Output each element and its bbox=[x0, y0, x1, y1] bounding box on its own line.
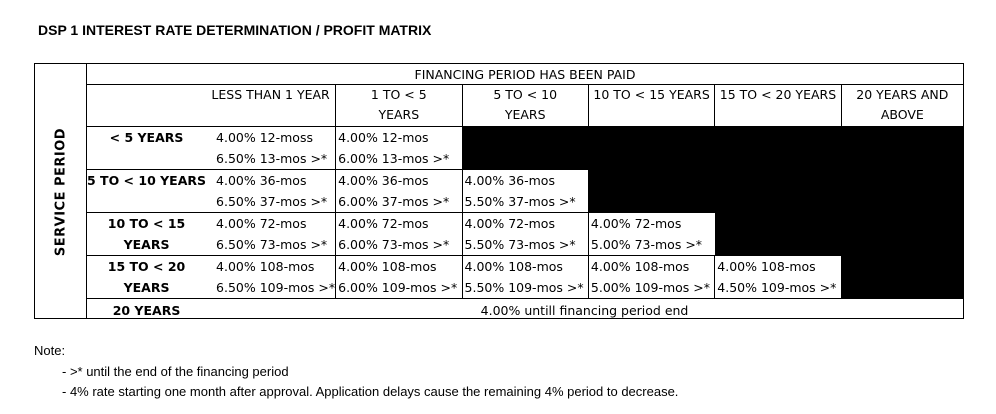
column-header: 5 TO < 10 YEARS bbox=[461, 84, 589, 127]
note-heading: Note: bbox=[34, 343, 66, 358]
service-period-label: SERVICE PERIOD bbox=[53, 127, 69, 257]
column-header: 10 TO < 15 YEARS bbox=[587, 84, 715, 127]
rate-cell: 4.00% 12-moss 6.50% 13-mos >* bbox=[206, 126, 336, 170]
rate-cell: 4.00% 72-mos 6.50% 73-mos >* bbox=[206, 212, 336, 256]
blacked-out-cell bbox=[841, 255, 963, 299]
rate-cell: 4.00% 36-mos 6.50% 37-mos >* bbox=[206, 169, 336, 213]
blacked-out-cell bbox=[714, 212, 963, 256]
corner-cell bbox=[87, 84, 207, 127]
rate-cell: 4.00% 108-mos 4.50% 109-mos >* bbox=[714, 255, 842, 299]
table-row: 5 TO < 10 YEARS 4.00% 36-mos 6.50% 37-mos… bbox=[87, 169, 963, 213]
table-row: < 5 YEARS 4.00% 12-moss 6.50% 13-mos >* 4… bbox=[87, 126, 963, 170]
full-span-rate-cell: 4.00% untill financing period end bbox=[480, 302, 689, 318]
rate-cell: 4.00% 108-mos 6.50% 109-mos >* bbox=[206, 255, 336, 299]
financing-header-row: FINANCING PERIOD HAS BEEN PAID bbox=[87, 64, 963, 85]
row-label: 15 TO < 20 YEARS bbox=[87, 255, 207, 299]
rate-cell: 4.00% 36-mos 5.50% 37-mos >* bbox=[461, 169, 589, 213]
column-header: 1 TO < 5 YEARS bbox=[335, 84, 463, 127]
rate-cell: 4.00% 36-mos 6.00% 37-mos >* bbox=[335, 169, 463, 213]
row-label: 5 TO < 10 YEARS bbox=[87, 169, 207, 213]
rate-cell: 4.00% 108-mos 5.50% 109-mos >* bbox=[461, 255, 589, 299]
row-label: 10 TO < 15 YEARS bbox=[87, 212, 207, 256]
table-row: 15 TO < 20 YEARS 4.00% 108-mos 6.50% 109-m… bbox=[87, 255, 963, 299]
table-row: 10 TO < 15 YEARS 4.00% 72-mos 6.50% 73-mos… bbox=[87, 212, 963, 256]
note-line: - >* until the end of the financing peri… bbox=[62, 364, 289, 379]
row-label: < 5 YEARS bbox=[87, 126, 207, 170]
column-header-row: LESS THAN 1 YEAR 1 TO < 5 YEARS 5 TO < 10… bbox=[87, 84, 963, 127]
rate-cell: 4.00% 72-mos 5.00% 73-mos >* bbox=[587, 212, 715, 256]
column-header: 15 TO < 20 YEARS bbox=[714, 84, 842, 127]
blacked-out-cell bbox=[588, 169, 963, 213]
rate-cell: 4.00% 72-mos 6.00% 73-mos >* bbox=[335, 212, 463, 256]
service-period-column: SERVICE PERIOD bbox=[35, 64, 87, 318]
financing-period-header: FINANCING PERIOD HAS BEEN PAID bbox=[87, 64, 963, 85]
table-row: 20 YEARS 4.00% untill financing period e… bbox=[87, 299, 963, 322]
rate-cell: 4.00% 12-mos 6.00% 13-mos >* bbox=[335, 126, 463, 170]
matrix-table: FINANCING PERIOD HAS BEEN PAID LESS THAN… bbox=[87, 64, 963, 321]
rate-cell: 4.00% 72-mos 5.50% 73-mos >* bbox=[461, 212, 589, 256]
document-title: DSP 1 INTEREST RATE DETERMINATION / PROF… bbox=[38, 22, 432, 38]
row-label: 20 YEARS bbox=[112, 302, 181, 318]
rate-cell: 4.00% 108-mos 5.00% 109-mos >* bbox=[587, 255, 715, 299]
profit-matrix: SERVICE PERIOD FINANCING PERIOD HAS BEEN… bbox=[34, 63, 964, 319]
column-header: LESS THAN 1 YEAR bbox=[206, 84, 336, 127]
note-line: - 4% rate starting one month after appro… bbox=[62, 384, 679, 399]
column-header: 20 YEARS AND ABOVE bbox=[840, 84, 963, 127]
rate-cell: 4.00% 108-mos 6.00% 109-mos >* bbox=[335, 255, 463, 299]
blacked-out-cell bbox=[462, 126, 963, 170]
